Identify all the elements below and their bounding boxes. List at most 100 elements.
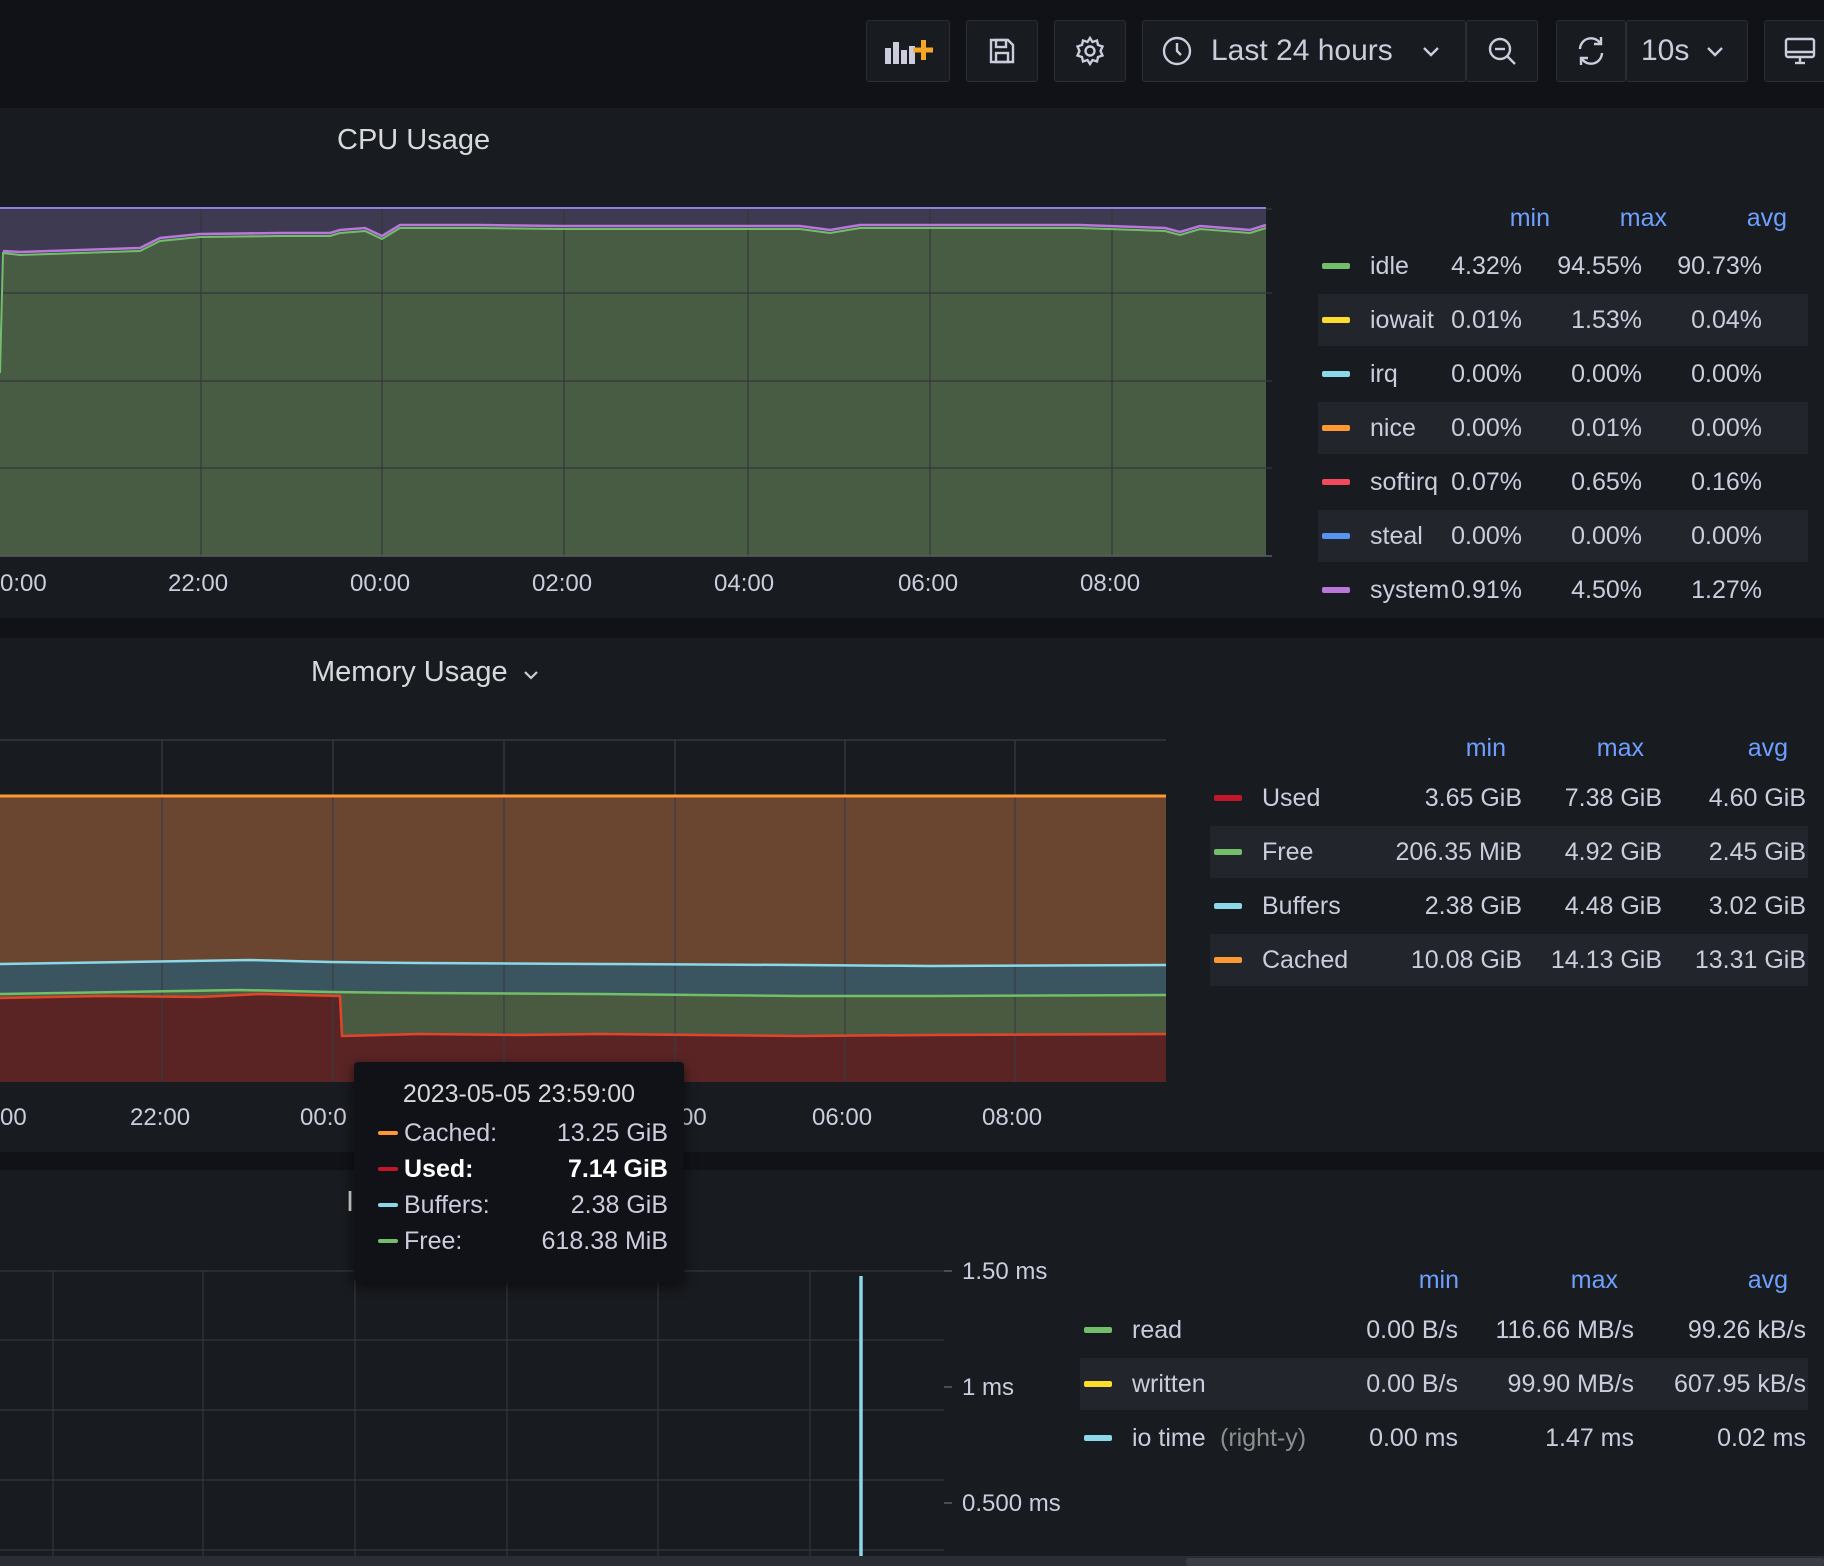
legend-min: 206.35 MiB: [1395, 837, 1522, 866]
legend-name: idle: [1370, 251, 1409, 280]
legend-avg: 0.00%: [1691, 413, 1762, 442]
legend-name: Used: [1262, 783, 1321, 812]
horizontal-scrollbar[interactable]: [0, 1556, 1824, 1566]
add-panel-button[interactable]: [866, 20, 950, 82]
clock-icon: [1161, 35, 1193, 67]
legend-row-softirq[interactable]: softirq 0.07% 0.65% 0.16%: [1318, 456, 1808, 508]
legend-header-max[interactable]: max: [1619, 204, 1667, 232]
x-tick: 06:00: [898, 570, 959, 597]
used-area: [0, 994, 1166, 1082]
legend-header-min[interactable]: min: [1418, 1266, 1459, 1294]
legend-row-nice[interactable]: nice 0.00% 0.01% 0.00%: [1318, 402, 1808, 454]
panel-title[interactable]: Memory Usage: [311, 656, 540, 689]
legend-row-irq[interactable]: irq 0.00% 0.00% 0.00%: [1318, 348, 1808, 400]
x-tick: 0:00: [0, 570, 47, 597]
legend-min: 0.00%: [1451, 413, 1522, 442]
legend-name: system: [1370, 575, 1450, 604]
buffers-line: [0, 958, 1167, 968]
legend-axis-note: (right-y): [1220, 1423, 1307, 1452]
legend-row-free[interactable]: Free 206.35 MiB 4.92 GiB 2.45 GiB: [1210, 826, 1808, 878]
legend-max: 99.90 MB/s: [1507, 1369, 1634, 1398]
legend-max: 4.50%: [1571, 575, 1642, 604]
tooltip-value: 13.25 GiB: [556, 1118, 668, 1147]
scrollbar-thumb[interactable]: [1186, 1558, 1824, 1566]
panel-title[interactable]: CPU Usage: [337, 124, 491, 156]
legend-min: 0.01%: [1451, 305, 1522, 334]
refresh-button[interactable]: [1556, 20, 1626, 82]
legend-avg: 1.27%: [1691, 575, 1762, 604]
time-range-picker[interactable]: Last 24 hours: [1142, 20, 1466, 82]
legend-min: 3.65 GiB: [1424, 783, 1522, 812]
legend-header-avg[interactable]: avg: [1747, 734, 1788, 762]
legend-max: 0.65%: [1571, 467, 1642, 496]
legend-max: 0.00%: [1571, 359, 1642, 388]
legend-header-max[interactable]: max: [1596, 734, 1644, 762]
disk-gridlines: [0, 1270, 944, 1556]
tooltip-value: 2.38 GiB: [570, 1190, 668, 1219]
legend-name: steal: [1370, 521, 1423, 550]
tooltip-timestamp: 2023-05-05 23:59:00: [402, 1080, 636, 1108]
chevron-down-icon: [1421, 44, 1441, 58]
x-tick: 00:00: [350, 570, 411, 597]
tooltip-value: 618.38 MiB: [541, 1226, 668, 1255]
legend-row-cached[interactable]: Cached 10.08 GiB 14.13 GiB 13.31 GiB: [1210, 934, 1808, 986]
legend-row-buffers[interactable]: Buffers 2.38 GiB 4.48 GiB 3.02 GiB: [1210, 880, 1808, 932]
legend-header-min[interactable]: min: [1509, 204, 1550, 232]
legend-row-used[interactable]: Used 3.65 GiB 7.38 GiB 4.60 GiB: [1210, 772, 1808, 824]
tooltip-row-highlighted: Used: 7.14 GiB: [378, 1154, 668, 1184]
zoom-out-button[interactable]: [1466, 20, 1538, 82]
dashboard-settings-button[interactable]: [1054, 20, 1126, 82]
legend-swatch: [1322, 425, 1350, 431]
refresh-interval-picker[interactable]: 10s: [1626, 20, 1748, 82]
right-y-tick: 1.50 ms: [962, 1258, 1048, 1285]
legend-swatch: [1084, 1435, 1112, 1441]
cpu-usage-panel: CPU Usage 0:00 22:00 00:00 02:00 04:00 0…: [0, 108, 1824, 618]
legend-name: Cached: [1262, 945, 1349, 974]
idle-area: [0, 228, 1266, 556]
refresh-icon: [1574, 34, 1608, 68]
cpu-graph[interactable]: [0, 203, 1280, 603]
legend-name: io time: [1132, 1423, 1206, 1452]
legend-max: 14.13 GiB: [1550, 945, 1662, 974]
legend-min: 0.07%: [1451, 467, 1522, 496]
tv-mode-button[interactable]: [1764, 20, 1824, 82]
refresh-interval-label: 10s: [1641, 34, 1690, 67]
legend-row-written[interactable]: written 0.00 B/s 99.90 MB/s 607.95 kB/s: [1080, 1358, 1808, 1410]
system-line: [2, 223, 1267, 254]
save-dashboard-button[interactable]: [966, 20, 1038, 82]
x-tick: 08:00: [1080, 570, 1141, 597]
legend-name: Free: [1262, 837, 1314, 866]
legend-row-steal[interactable]: steal 0.00% 0.00% 0.00%: [1318, 510, 1808, 562]
memory-graph[interactable]: [0, 738, 1170, 1090]
legend-avg: 0.02 ms: [1717, 1423, 1806, 1452]
disk-io-graph[interactable]: [0, 1270, 960, 1560]
x-tick: 02:00: [532, 570, 593, 597]
panel-title-text: Memory Usage: [311, 656, 508, 688]
tooltip-label: Cached:: [404, 1118, 498, 1147]
legend-row-read[interactable]: read 0.00 B/s 116.66 MB/s 99.26 kB/s: [1080, 1304, 1808, 1356]
legend-min: 0.00 ms: [1369, 1423, 1458, 1452]
legend-row-system[interactable]: system 0.91% 4.50% 1.27%: [1318, 564, 1808, 616]
tooltip-swatch: [378, 1203, 398, 1207]
tooltip-row: Free: 618.38 MiB: [378, 1226, 668, 1256]
legend-row-iowait[interactable]: iowait 0.01% 1.53% 0.04%: [1318, 294, 1808, 346]
chevron-down-icon: [1705, 44, 1725, 58]
legend-max: 7.38 GiB: [1564, 783, 1662, 812]
legend-header-min[interactable]: min: [1465, 734, 1506, 762]
legend-row-io-time[interactable]: io time (right-y) 0.00 ms 1.47 ms 0.02 m…: [1080, 1412, 1808, 1464]
panel-title[interactable]: I: [346, 1186, 355, 1218]
legend-name: read: [1132, 1315, 1183, 1344]
legend-row-idle[interactable]: idle 4.32% 94.55% 90.73%: [1318, 240, 1808, 292]
legend-avg: 0.16%: [1691, 467, 1762, 496]
legend-min: 4.32%: [1451, 251, 1522, 280]
legend-header-avg[interactable]: avg: [1746, 204, 1787, 232]
zoom-out-icon: [1486, 35, 1518, 67]
legend-max: 0.00%: [1571, 521, 1642, 550]
monitor-icon: [1783, 35, 1817, 67]
x-tick: 22:00: [130, 1104, 191, 1131]
legend-swatch: [1322, 479, 1350, 485]
legend-header-max[interactable]: max: [1570, 1266, 1618, 1294]
legend-avg: 90.73%: [1677, 251, 1762, 280]
legend-header-avg[interactable]: avg: [1747, 1266, 1788, 1294]
legend-max: 1.53%: [1571, 305, 1642, 334]
